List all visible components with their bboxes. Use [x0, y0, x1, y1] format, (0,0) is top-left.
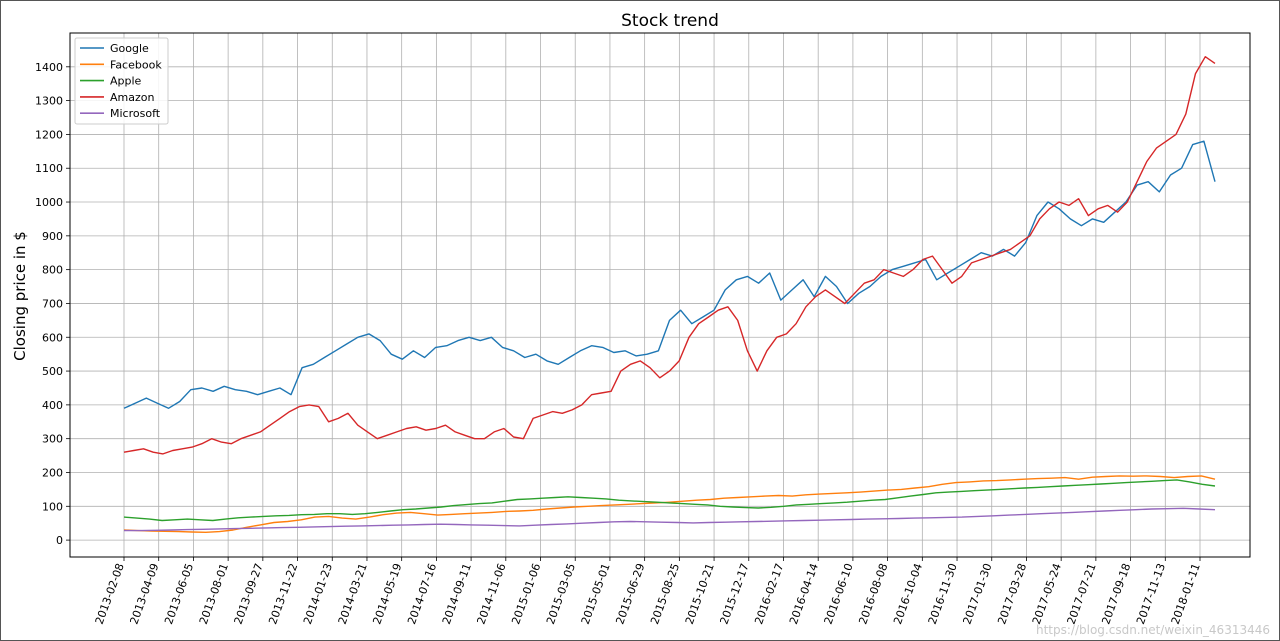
x-tick-label: 2015-10-21 [683, 562, 717, 627]
y-tick-label: 900 [42, 230, 63, 243]
x-tick-label: 2013-02-08 [93, 562, 127, 627]
y-tick-label: 500 [42, 365, 63, 378]
y-tick-label: 1000 [35, 196, 63, 209]
x-tick-label: 2016-06-10 [822, 562, 856, 627]
x-tick-label: 2014-07-16 [405, 562, 439, 627]
x-tick-label: 2017-07-21 [1065, 562, 1099, 627]
y-tick-label: 100 [42, 500, 63, 513]
y-tick-label: 400 [42, 399, 63, 412]
x-tick-label: 2014-09-11 [440, 562, 474, 627]
x-tick-label: 2014-05-19 [370, 562, 404, 627]
y-tick-label: 700 [42, 297, 63, 310]
x-tick-label: 2013-08-01 [197, 562, 231, 627]
x-tick-label: 2017-03-28 [995, 562, 1029, 627]
y-tick-label: 1300 [35, 95, 63, 108]
y-tick-label: 600 [42, 331, 63, 344]
grid-lines [70, 33, 1250, 557]
x-tick-label: 2017-05-24 [1030, 562, 1064, 627]
legend-box [74, 37, 169, 125]
x-tick-label: 2014-03-21 [336, 562, 370, 627]
x-tick-label: 2016-10-04 [891, 562, 925, 627]
x-tick-label: 2016-11-30 [926, 562, 960, 627]
plot-area-frame [69, 32, 1251, 558]
x-tick-label: 2013-11-22 [266, 562, 300, 627]
x-tick-label: 2017-01-30 [960, 562, 994, 627]
legend-label: Facebook [110, 58, 162, 71]
x-tick-label: 2016-08-08 [856, 562, 890, 627]
y-tick-label: 0 [56, 534, 63, 547]
series-line-microsoft [124, 507, 1216, 532]
chart-title: Stock trend [621, 11, 719, 31]
x-tick-label: 2015-06-29 [613, 562, 647, 627]
x-tick-label: 2017-11-13 [1134, 562, 1168, 627]
series-line-google [123, 140, 1216, 409]
x-tick-label: 2016-04-14 [787, 562, 821, 627]
y-tick-label: 1100 [35, 162, 63, 175]
x-tick-label: 2017-09-18 [1099, 562, 1133, 627]
x-tick-label: 2014-11-06 [475, 562, 509, 627]
x-tick-label: 2015-03-05 [544, 562, 578, 627]
y-axis-label: Closing price in $ [11, 231, 29, 361]
axes: 0 100 200 300 400 500 600 700 800 900 1000 1100 1200… [35, 32, 1251, 627]
x-tick-label: 2015-05-01 [579, 562, 613, 627]
watermark-text: https://blog.csdn.net/weixin_46313446 [1035, 623, 1270, 637]
x-tick-label: 2013-06-05 [162, 562, 196, 627]
x-tick-label: 2013-09-27 [232, 562, 266, 627]
series-line-apple [123, 479, 1216, 522]
x-tick-label: 2013-04-09 [127, 562, 161, 627]
x-tick-label: 2014-01-23 [301, 562, 335, 627]
y-tick-label: 800 [42, 264, 63, 277]
legend-label: Apple [110, 75, 142, 88]
series-lines [123, 56, 1216, 533]
series-line-facebook [123, 475, 1216, 533]
x-tick-label: 2015-01-06 [509, 562, 543, 627]
y-tick-label: 300 [42, 433, 63, 446]
legend: Google Facebook Apple Amazon Microsoft [74, 37, 169, 125]
x-tick-label: 2018-01-11 [1169, 562, 1203, 627]
series-line-amazon [123, 56, 1216, 455]
x-tick-label: 2015-08-25 [648, 562, 682, 627]
x-tick-label: 2015-12-17 [718, 562, 752, 627]
legend-label: Google [110, 42, 149, 55]
y-tick-label: 1400 [35, 61, 63, 74]
y-tick-label: 200 [42, 466, 63, 479]
legend-label: Microsoft [110, 107, 161, 120]
legend-label: Amazon [110, 91, 154, 104]
y-tick-label: 1200 [35, 128, 63, 141]
x-tick-label: 2016-02-17 [752, 562, 786, 627]
